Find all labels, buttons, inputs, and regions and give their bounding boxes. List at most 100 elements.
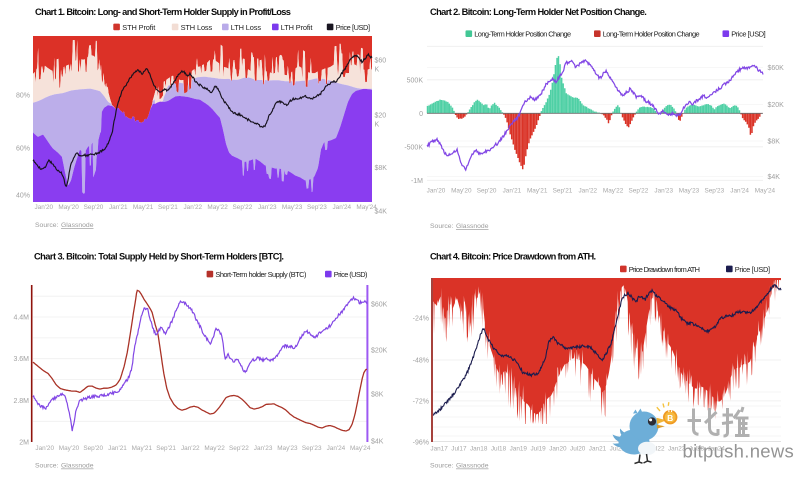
svg-text:Price [USD]: Price [USD] — [336, 23, 370, 32]
svg-text:K: K — [375, 122, 380, 129]
svg-text:Sep'23: Sep'23 — [307, 204, 327, 211]
svg-text:May'23: May'23 — [282, 204, 303, 211]
svg-text:Glassnode: Glassnode — [61, 222, 94, 229]
svg-text:2.8M: 2.8M — [13, 398, 29, 405]
svg-text:Jan'20: Jan'20 — [34, 204, 53, 211]
svg-text:May'22: May'22 — [207, 204, 228, 211]
svg-text:0: 0 — [419, 111, 423, 118]
svg-text:May'23: May'23 — [679, 188, 700, 195]
svg-text:Sep'21: Sep'21 — [158, 204, 178, 211]
svg-text:May'24: May'24 — [755, 188, 776, 195]
svg-text:Long-Term Holder Position Chan: Long-Term Holder Position Change — [603, 30, 700, 39]
svg-text:$4K: $4K — [768, 174, 781, 181]
svg-text:Jul21: Jul21 — [610, 446, 626, 453]
svg-text:Jan24: Jan24 — [708, 446, 726, 453]
svg-text:Jul23: Jul23 — [689, 446, 705, 453]
svg-text:K: K — [375, 67, 380, 74]
svg-text:May'21: May'21 — [132, 445, 153, 452]
svg-text:Jan'22: Jan'22 — [181, 445, 200, 452]
svg-text:Jul22: Jul22 — [649, 446, 665, 453]
svg-text:Jan'20: Jan'20 — [427, 188, 446, 195]
svg-text:$8K: $8K — [768, 139, 781, 146]
svg-text:Sep'21: Sep'21 — [553, 188, 573, 195]
svg-text:LTH Profit: LTH Profit — [281, 23, 313, 32]
svg-text:Jan21: Jan21 — [589, 446, 607, 453]
svg-text:-1M: -1M — [411, 178, 423, 185]
svg-text:Jan'20: Jan'20 — [35, 445, 54, 452]
svg-text:May'24: May'24 — [356, 204, 377, 211]
svg-text:$60: $60 — [375, 58, 387, 65]
svg-text:-48%: -48% — [413, 358, 429, 365]
svg-text:Source:: Source: — [430, 223, 454, 230]
svg-text:3.6M: 3.6M — [13, 356, 29, 363]
svg-text:2M: 2M — [19, 440, 29, 447]
svg-text:Chart 4. Bitcoin: Price Drawdo: Chart 4. Bitcoin: Price Drawdown from AT… — [430, 252, 596, 262]
svg-text:Jan'23: Jan'23 — [654, 188, 673, 195]
svg-text:Price [USD]: Price [USD] — [735, 265, 770, 274]
svg-text:Jan18: Jan18 — [470, 446, 488, 453]
svg-text:Source:: Source: — [35, 222, 59, 229]
svg-text:Source:: Source: — [35, 463, 59, 470]
svg-text:Jan'24: Jan'24 — [730, 188, 749, 195]
svg-text:May'21: May'21 — [527, 188, 548, 195]
svg-text:Jan17: Jan17 — [430, 446, 448, 453]
svg-text:$20K: $20K — [768, 102, 785, 109]
svg-text:May'22: May'22 — [603, 188, 624, 195]
svg-text:Jan20: Jan20 — [549, 446, 567, 453]
svg-text:$8K: $8K — [371, 392, 384, 399]
svg-text:Sep'22: Sep'22 — [629, 188, 649, 195]
svg-text:-72%: -72% — [413, 399, 429, 406]
svg-text:bitpush.news: bitpush.news — [683, 441, 795, 462]
svg-text:Sep'20: Sep'20 — [83, 445, 103, 452]
svg-text:May'24: May'24 — [350, 445, 371, 452]
svg-text:Sep'23: Sep'23 — [704, 188, 724, 195]
svg-text:Sep'20: Sep'20 — [84, 204, 104, 211]
svg-text:Jan23: Jan23 — [668, 446, 686, 453]
svg-text:Sep'20: Sep'20 — [477, 188, 497, 195]
svg-text:-96%: -96% — [413, 440, 429, 447]
svg-text:$60K: $60K — [768, 65, 785, 72]
svg-text:$20: $20 — [375, 113, 387, 120]
svg-text:Jan'21: Jan'21 — [108, 445, 127, 452]
svg-text:$4K: $4K — [371, 439, 384, 446]
svg-text:Jan'24: Jan'24 — [332, 204, 351, 211]
svg-text:Chart 1. Bitcoin: Long- and Sh: Chart 1. Bitcoin: Long- and Short-Term H… — [35, 7, 291, 17]
svg-text:Long-Term Holder Position Chan: Long-Term Holder Position Change — [474, 30, 571, 39]
svg-text:Price (USD): Price (USD) — [334, 270, 367, 279]
svg-text:Jan'23: Jan'23 — [254, 445, 273, 452]
svg-text:40%: 40% — [16, 193, 30, 200]
svg-text:LTH Loss: LTH Loss — [231, 23, 262, 32]
svg-text:Source:: Source: — [430, 463, 454, 470]
svg-text:May'21: May'21 — [133, 204, 154, 211]
svg-text:60%: 60% — [16, 145, 30, 152]
svg-text:Jan'24: Jan'24 — [327, 445, 346, 452]
svg-text:Glassnode: Glassnode — [61, 463, 94, 470]
svg-text:B: B — [667, 413, 673, 423]
svg-text:May'20: May'20 — [451, 188, 472, 195]
svg-text:Jul17: Jul17 — [451, 446, 467, 453]
svg-text:$4K: $4K — [375, 209, 388, 216]
svg-text:Sep'22: Sep'22 — [233, 204, 253, 211]
svg-text:80%: 80% — [16, 92, 30, 99]
svg-text:STH Profit: STH Profit — [122, 23, 155, 32]
svg-text:$8K: $8K — [375, 165, 388, 172]
svg-text:Price Drawdown from ATH: Price Drawdown from ATH — [629, 265, 700, 274]
svg-text:-500K: -500K — [404, 144, 423, 151]
svg-text:Jan'22: Jan'22 — [183, 204, 202, 211]
svg-text:STH Loss: STH Loss — [181, 23, 213, 32]
svg-text:$20K: $20K — [371, 348, 388, 355]
svg-text:Chart 2. Bitcoin: Long-Term Ho: Chart 2. Bitcoin: Long-Term Holder Net P… — [430, 7, 646, 17]
svg-text:Jan19: Jan19 — [510, 446, 528, 453]
svg-text:Jul20: Jul20 — [570, 446, 586, 453]
svg-text:4.4M: 4.4M — [13, 315, 29, 322]
svg-text:Jan'21: Jan'21 — [503, 188, 522, 195]
svg-text:Price [USD]: Price [USD] — [731, 30, 765, 39]
svg-text:Jan'21: Jan'21 — [109, 204, 128, 211]
svg-text:May'20: May'20 — [59, 445, 80, 452]
svg-text:May'22: May'22 — [204, 445, 225, 452]
svg-text:Chart 3. Bitcoin: Total Supply: Chart 3. Bitcoin: Total Supply Held by S… — [34, 252, 283, 262]
svg-text:May'23: May'23 — [277, 445, 298, 452]
svg-text:Jul18: Jul18 — [491, 446, 507, 453]
svg-text:Jan'23: Jan'23 — [258, 204, 277, 211]
svg-text:Glassnode: Glassnode — [456, 463, 489, 470]
